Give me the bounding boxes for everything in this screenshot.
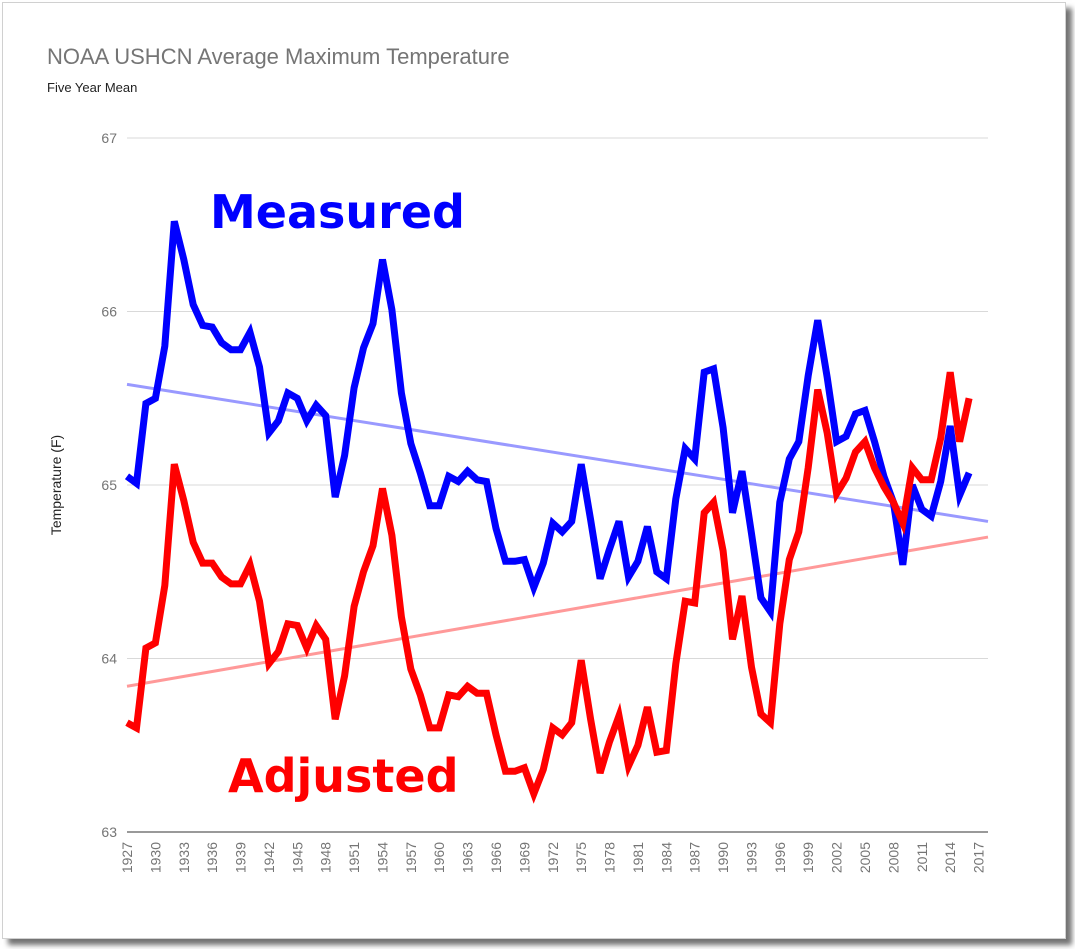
- y-axis-ticks: 63 64 65 66 67: [101, 130, 117, 840]
- y-tick-label: 66: [101, 304, 117, 320]
- trendline-measured: [126, 382, 989, 523]
- y-tick-label: 65: [101, 477, 117, 493]
- chart-title: NOAA USHCN Average Maximum Temperature: [47, 44, 510, 69]
- x-tick-label: 1936: [204, 842, 220, 873]
- x-tick-label: 1927: [119, 842, 135, 873]
- x-tick-label: 1969: [516, 842, 532, 873]
- x-tick-label: 1975: [573, 842, 589, 873]
- x-tick-label: 1996: [772, 842, 788, 873]
- x-tick-label: 1945: [289, 842, 305, 873]
- series-line-measured: [124, 220, 973, 622]
- chart-subtitle: Five Year Mean: [47, 80, 138, 95]
- x-tick-label: 1954: [374, 842, 390, 873]
- series-lines: [124, 220, 973, 804]
- x-tick-label: 1939: [233, 842, 249, 873]
- x-tick-label: 1957: [403, 842, 419, 873]
- x-axis-ticks: 1927 1930 1933 1936 1939 1942 1945 1948 1951 1954…: [119, 842, 987, 873]
- trendlines: [126, 382, 989, 688]
- y-tick-label: 63: [101, 824, 117, 840]
- y-tick-label: 67: [101, 130, 117, 146]
- x-tick-label: 1978: [602, 842, 618, 873]
- x-tick-label: 1960: [431, 842, 447, 873]
- x-tick-label: 1966: [488, 842, 504, 873]
- x-tick-label: 1942: [261, 842, 277, 873]
- x-tick-label: 2014: [942, 842, 958, 873]
- x-tick-label: 1948: [318, 842, 334, 873]
- y-axis-label: Temperature (F): [48, 435, 64, 535]
- x-tick-label: 1933: [176, 842, 192, 873]
- x-tick-label: 1987: [687, 842, 703, 873]
- x-tick-label: 2005: [857, 842, 873, 873]
- y-tick-label: 64: [101, 651, 117, 667]
- x-tick-label: 1951: [346, 842, 362, 873]
- x-tick-label: 1999: [800, 842, 816, 873]
- x-tick-label: 1984: [658, 842, 674, 873]
- adjusted-annotation: Adjusted: [228, 749, 459, 803]
- x-tick-label: 2011: [914, 842, 930, 872]
- measured-annotation: Measured: [210, 185, 465, 239]
- x-tick-label: 2017: [971, 842, 987, 873]
- x-tick-label: 1972: [545, 842, 561, 873]
- x-tick-label: 1930: [147, 842, 163, 873]
- series-line-adjusted: [125, 371, 973, 804]
- x-tick-label: 1990: [715, 842, 731, 873]
- trendline-adjusted: [126, 535, 989, 688]
- x-tick-label: 1963: [460, 842, 476, 873]
- x-tick-label: 2002: [829, 842, 845, 873]
- x-tick-label: 2008: [885, 842, 901, 873]
- x-tick-label: 1993: [743, 842, 759, 873]
- x-tick-label: 1981: [630, 842, 646, 873]
